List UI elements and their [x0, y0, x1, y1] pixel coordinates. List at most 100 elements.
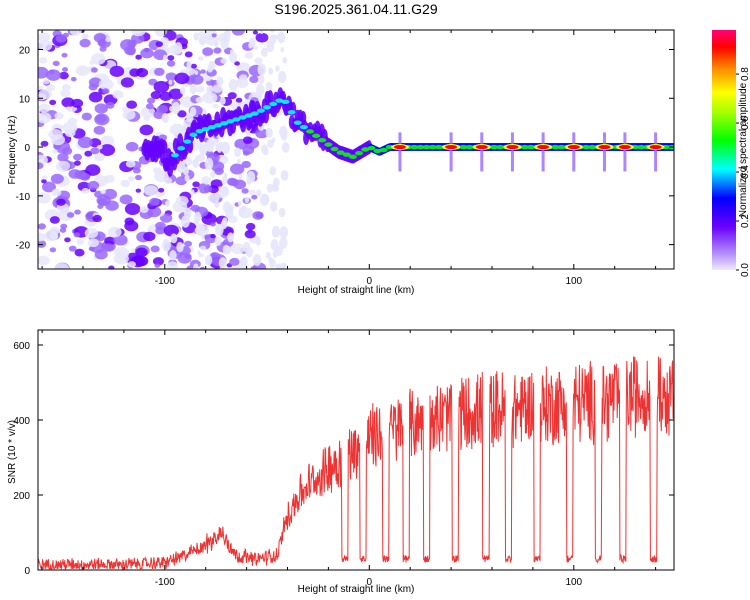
- heatmap-noise-blob: [143, 115, 151, 121]
- heatmap-noise-blob: [261, 47, 268, 58]
- heatmap-ridge-core: [490, 144, 499, 150]
- heatmap-noise-blob: [267, 139, 274, 149]
- heatmap-peak-core: [393, 145, 406, 150]
- heatmap-noise-blob: [84, 150, 93, 157]
- heatmap-noise-blob: [54, 112, 64, 120]
- heatmap-noise-blob: [90, 147, 100, 155]
- heatmap-noise-blob: [38, 240, 47, 248]
- colorbar-tick-label: 0.2: [740, 214, 750, 228]
- heatmap-noise-blob: [59, 71, 69, 80]
- heatmap-noise-blob: [87, 180, 100, 190]
- heatmap-noise-blob: [166, 261, 179, 269]
- heatmap-noise-blob: [219, 96, 226, 105]
- bottom-y-axis-label: SNR (10 * v/v): [7, 420, 18, 484]
- heatmap-noise-blob: [50, 134, 66, 146]
- heatmap-ridge-core: [496, 144, 505, 150]
- heatmap-noise-blob: [207, 193, 220, 203]
- heatmap-noise-blob: [158, 187, 165, 193]
- heatmap-noise-blob: [73, 153, 82, 161]
- heatmap-noise-blob: [252, 254, 262, 266]
- heatmap-noise-blob: [248, 189, 256, 196]
- colorbar-tick-label: 0.0: [740, 263, 750, 277]
- heatmap-noise-blob: [70, 76, 77, 82]
- heatmap-noise-blob: [282, 57, 288, 64]
- heatmap-noise-blob: [38, 103, 51, 113]
- heatmap-noise-blob: [189, 84, 197, 95]
- heatmap-noise-blob: [218, 257, 227, 269]
- heatmap-noise-blob: [140, 48, 154, 59]
- heatmap-noise-blob: [279, 237, 288, 249]
- heatmap-noise-blob: [166, 60, 176, 67]
- heatmap-ridge-core: [244, 113, 253, 118]
- heatmap-noise-blob: [94, 113, 110, 126]
- heatmap-noise-blob: [52, 149, 58, 154]
- heatmap-noise-blob: [174, 72, 190, 85]
- heatmap-noise-blob: [242, 136, 253, 144]
- heatmap-noise-blob: [135, 54, 142, 60]
- colorbar: [712, 30, 736, 270]
- heatmap-noise-blob: [200, 69, 206, 74]
- heatmap-noise-blob: [256, 189, 262, 197]
- heatmap-noise-blob: [227, 92, 237, 100]
- heatmap-ridge-core: [361, 147, 370, 152]
- heatmap-noise-blob: [85, 164, 101, 176]
- heatmap-noise-blob: [124, 217, 135, 226]
- heatmap-noise-blob: [252, 45, 258, 51]
- heatmap-noise-blob: [88, 91, 103, 103]
- heatmap-noise-blob: [210, 161, 225, 172]
- heatmap-noise-blob: [96, 144, 103, 150]
- top-y-tick-label: 20: [19, 46, 31, 57]
- heatmap-noise-blob: [103, 243, 114, 251]
- heatmap-noise-blob: [137, 68, 144, 73]
- heatmap-ridge-core: [465, 144, 474, 150]
- heatmap-noise-blob: [65, 106, 73, 112]
- snr-series-line: [38, 356, 674, 570]
- heatmap-ridge-cell: [197, 114, 204, 129]
- heatmap-peak-core: [537, 145, 550, 150]
- heatmap-noise-blob: [246, 178, 252, 185]
- heatmap-noise-blob: [150, 245, 160, 253]
- heatmap-ridge-cell: [167, 162, 174, 177]
- heatmap-ridge-core: [416, 144, 425, 150]
- heatmap-peak-core: [445, 145, 458, 150]
- bottom-y-tick-label: 200: [13, 491, 30, 502]
- heatmap-noise-blob: [90, 67, 98, 73]
- heatmap-noise-blob: [229, 257, 240, 266]
- heatmap-noise-blob: [237, 158, 241, 165]
- top-y-tick-label: -10: [16, 192, 31, 203]
- heatmap-area: [38, 30, 674, 269]
- heatmap-noise-blob: [104, 236, 116, 246]
- heatmap-noise-blob: [266, 183, 274, 193]
- heatmap-noise-blob: [261, 144, 268, 155]
- heatmap-noise-blob: [38, 89, 53, 100]
- heatmap-noise-blob: [55, 33, 67, 43]
- heatmap-noise-blob: [38, 192, 51, 204]
- heatmap-ridge-core: [250, 111, 259, 116]
- heatmap-noise-blob: [162, 54, 168, 61]
- heatmap-noise-blob: [269, 166, 277, 176]
- heatmap-noise-blob: [179, 86, 186, 95]
- heatmap-ridge-core: [588, 144, 597, 150]
- heatmap-noise-blob: [225, 30, 231, 35]
- heatmap-noise-blob: [131, 33, 145, 44]
- heatmap-ridge-core: [367, 145, 376, 151]
- heatmap-noise-blob: [62, 83, 72, 91]
- heatmap-noise-blob: [230, 163, 245, 175]
- heatmap-noise-blob: [214, 236, 222, 247]
- heatmap-noise-blob: [49, 226, 60, 235]
- colorbar-tick-label: 0.6: [740, 116, 750, 130]
- heatmap-noise-blob: [238, 206, 245, 216]
- heatmap-noise-blob: [244, 229, 256, 239]
- heatmap-noise-blob: [206, 85, 213, 95]
- heatmap-noise-blob: [68, 245, 77, 252]
- heatmap-noise-blob: [195, 96, 204, 104]
- heatmap-noise-blob: [201, 213, 217, 225]
- heatmap-noise-blob: [168, 88, 183, 100]
- heatmap-peak-core: [598, 145, 611, 150]
- heatmap-noise-blob: [42, 79, 50, 85]
- heatmap-noise-blob: [131, 30, 146, 37]
- heatmap-noise-blob: [41, 179, 47, 184]
- heatmap-noise-blob: [93, 125, 106, 135]
- heatmap-noise-blob: [170, 233, 178, 244]
